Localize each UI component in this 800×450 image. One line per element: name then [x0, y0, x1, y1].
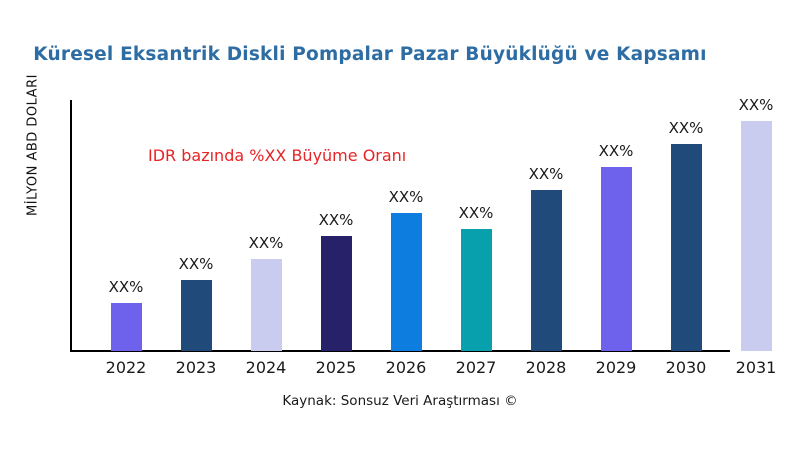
bar-2025	[320, 236, 352, 351]
bar-2028	[530, 190, 562, 351]
source-caption: Kaynak: Sonsuz Veri Araştırması ©	[282, 393, 518, 409]
bar-value-label-2026: XX%	[388, 188, 424, 206]
bar-2024	[250, 259, 282, 351]
bar-2027	[460, 229, 492, 351]
bar-value-label-2022: XX%	[108, 278, 144, 296]
x-tick-2030: 2030	[665, 358, 707, 377]
x-axis-line	[70, 350, 730, 352]
x-tick-2029: 2029	[595, 358, 637, 377]
bar-2022	[110, 303, 142, 351]
x-tick-2026: 2026	[385, 358, 427, 377]
bar-value-label-2030: XX%	[668, 119, 704, 137]
x-tick-2027: 2027	[455, 358, 497, 377]
bar-2023	[180, 280, 212, 351]
bar-2031	[740, 121, 772, 351]
x-tick-2023: 2023	[175, 358, 217, 377]
bar-2030	[670, 144, 702, 351]
bar-value-label-2029: XX%	[598, 142, 634, 160]
bar-value-label-2025: XX%	[318, 211, 354, 229]
x-tick-2022: 2022	[105, 358, 147, 377]
x-tick-2024: 2024	[245, 358, 287, 377]
x-tick-2031: 2031	[735, 358, 777, 377]
y-axis-line	[70, 100, 72, 352]
bar-value-label-2031: XX%	[738, 96, 774, 114]
bar-value-label-2028: XX%	[528, 165, 564, 183]
x-tick-2028: 2028	[525, 358, 567, 377]
chart-title: Küresel Eksantrik Diskli Pompalar Pazar …	[33, 44, 707, 65]
bar-value-label-2027: XX%	[458, 204, 494, 222]
bar-value-label-2024: XX%	[248, 234, 284, 252]
bar-2029	[600, 167, 632, 351]
growth-rate-annotation: IDR bazında %XX Büyüme Oranı	[148, 146, 407, 165]
bar-value-label-2023: XX%	[178, 255, 214, 273]
bar-2026	[390, 213, 422, 351]
x-tick-2025: 2025	[315, 358, 357, 377]
